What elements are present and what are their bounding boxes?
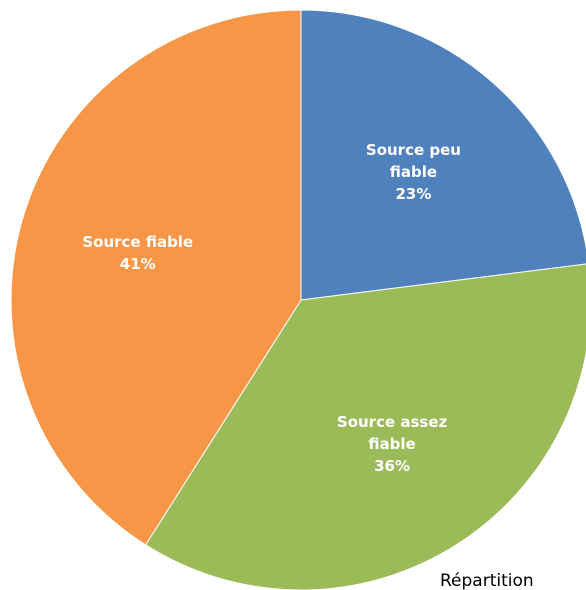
slice-label-box: Source peu fiable 23% — [348, 127, 478, 217]
slice-label: Source peu fiable 23% — [348, 127, 478, 217]
chart-title: Répartition — [440, 571, 534, 590]
slice-name: Source fiable — [82, 232, 194, 251]
slice-value: 36% — [374, 456, 411, 475]
slice-label-box: Source fiable 41% — [73, 208, 203, 298]
slice-label-box: Source assez fiable 36% — [327, 399, 457, 489]
slice-label: Source fiable 41% — [73, 208, 203, 298]
slice-value: 41% — [119, 254, 156, 273]
pie-slice — [300, 9, 586, 301]
slice-name: Source peu fiable — [365, 141, 461, 182]
slice-name: Source assez fiable — [336, 412, 448, 453]
slice-value: 23% — [395, 185, 432, 204]
pie-slice — [10, 9, 302, 546]
slice-label: Source assez fiable 36% — [327, 399, 457, 489]
